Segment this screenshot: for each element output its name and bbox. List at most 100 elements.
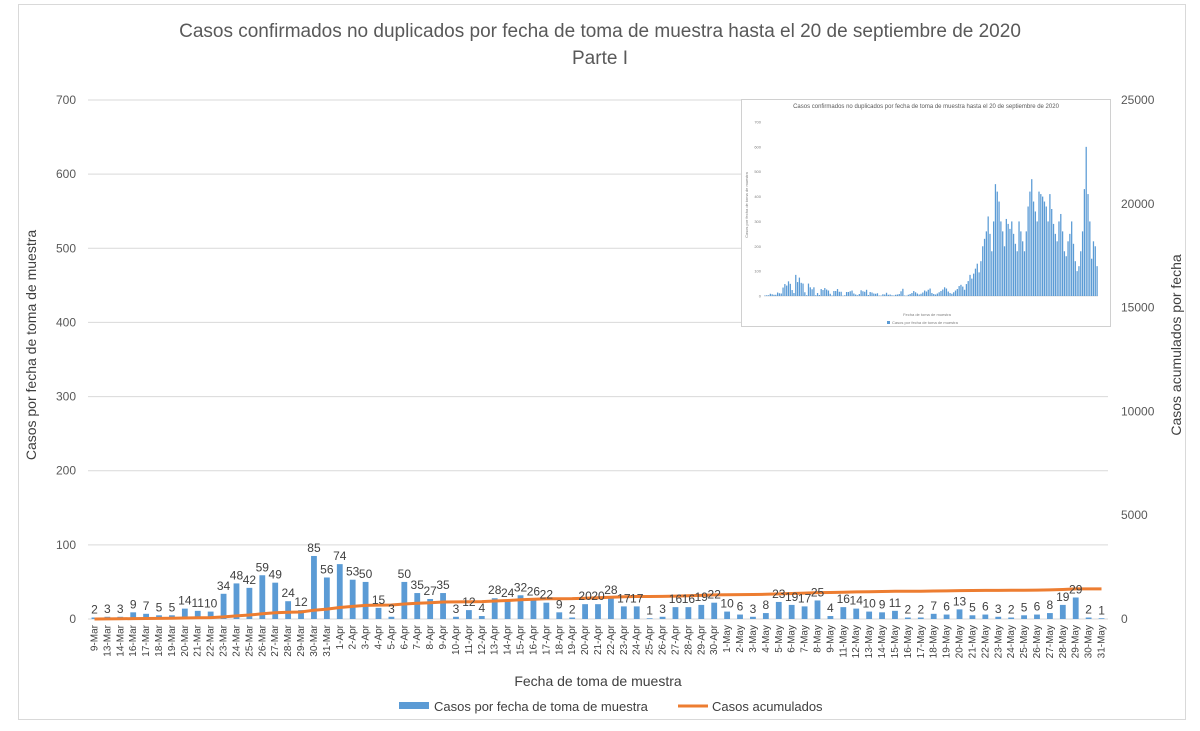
bar [233,583,240,619]
inset-bar [916,293,919,296]
bar [904,617,911,619]
bar-data-label: 16 [837,592,851,606]
x-tick-label: 23-Apr [619,624,630,655]
inset-bar [815,295,817,296]
bar [1059,604,1066,619]
x-tick-label: 13-Apr [490,624,501,655]
inset-bar [1051,209,1053,296]
x-tick-label: 12-May [851,625,862,658]
bar [504,601,511,619]
inset-bar [869,292,871,296]
bar [388,616,395,619]
inset-bar [1005,218,1007,296]
inset-bar [1012,233,1015,296]
bar [1021,615,1027,619]
x-tick-label: 24-Apr [632,624,643,655]
inset-bar [889,294,891,296]
bar [672,607,679,619]
bar-data-label: 27 [423,584,437,598]
x-tick-label: 10-Apr [451,624,462,655]
bar-data-label: 3 [388,602,395,616]
bar-data-label: 25 [811,585,825,599]
x-tick-label: 14-Mar [115,624,126,656]
bar-data-label: 11 [889,596,902,610]
bar [582,604,588,619]
x-tick-label: 29-Apr [696,624,707,655]
inset-bar [827,290,830,296]
bar [143,613,150,619]
inset-bar [1085,146,1087,296]
bar-data-label: 19 [1056,590,1070,604]
bar [698,604,705,619]
inset-bar [787,281,790,296]
y-axis-title: Casos por fecha de toma de muestra [23,230,39,461]
inset-bar [927,289,929,296]
inset-bar [771,294,773,296]
inset-bar [820,289,822,296]
inset-bar [844,295,846,296]
bar-data-label: 29 [1069,582,1083,596]
bar [620,606,627,619]
bar-data-label: 32 [514,580,528,594]
x-tick-label: 22-Apr [606,624,617,655]
inset-bar [1034,211,1037,296]
bar-data-label: 42 [243,573,257,587]
bar-data-label: 7 [143,599,150,613]
inset-bar [1043,201,1046,296]
inset-bar [1038,191,1040,296]
bar-data-label: 9 [879,597,886,611]
bar [465,610,472,619]
bar [517,595,524,619]
bar-data-label: 2 [917,603,924,617]
inset-y-title: Casos por fecha de toma de muestra [744,171,749,238]
inset-y-tick: 500 [754,169,761,174]
bar [608,598,614,619]
inset-bar [773,294,775,296]
inset-bar [1032,201,1035,296]
y-axis-right-ticks: 0 5000 10000 15000 20000 25000 [1121,93,1155,626]
x-tick-label: 12-Apr [477,624,488,655]
bar-data-label: 49 [269,568,283,582]
x-tick-label: 25-Apr [645,624,656,655]
bar-data-label: 8 [763,598,770,612]
x-tick-label: 1-Apr [335,624,346,649]
bar-data-label: 14 [850,594,864,608]
inset-bar [1081,231,1084,296]
inset-bar [949,293,951,296]
inset-bar [825,289,828,296]
inset-legend-label: Casos por fecha de toma de muestra [892,320,959,325]
x-tick-label: 4-Apr [374,624,385,649]
inset-full-period-chart: Casos confirmados no duplicados por fech… [741,99,1111,327]
bar [220,593,227,619]
bar-data-label: 4 [827,601,834,615]
inset-bar [800,282,802,296]
bar [530,599,537,619]
bar [259,575,266,619]
inset-bar [998,201,1000,296]
inset-bar [804,292,806,296]
inset-bar [1011,221,1013,296]
bar [1085,617,1092,619]
x-axis-ticks: 9-Mar 13-Mar 14-Mar 16-Mar 17-Mar 18-Mar 19-Ma… [89,624,1107,658]
y2-axis-title: Casos acumulados por fecha [1168,254,1184,436]
bar [801,606,808,619]
bar [930,613,937,619]
inset-bar [938,292,940,296]
inset-bar [875,293,877,296]
bar-data-label: 59 [256,560,270,574]
inset-bar [858,294,860,296]
inset-bar [909,294,911,296]
x-tick-label: 24-Mar [231,624,242,656]
inset-bar [925,291,928,296]
x-tick-label: 5-Apr [386,624,397,649]
bar-data-label: 7 [930,599,937,613]
bar-data-label: 6 [982,600,989,614]
inset-bar [845,292,848,296]
bar [91,617,98,619]
inset-bar [853,293,855,296]
inset-bar [936,293,938,296]
bar-data-label: 10 [720,597,734,611]
y-tick-label: 400 [56,315,76,329]
bar-data-label: 19 [695,590,709,604]
